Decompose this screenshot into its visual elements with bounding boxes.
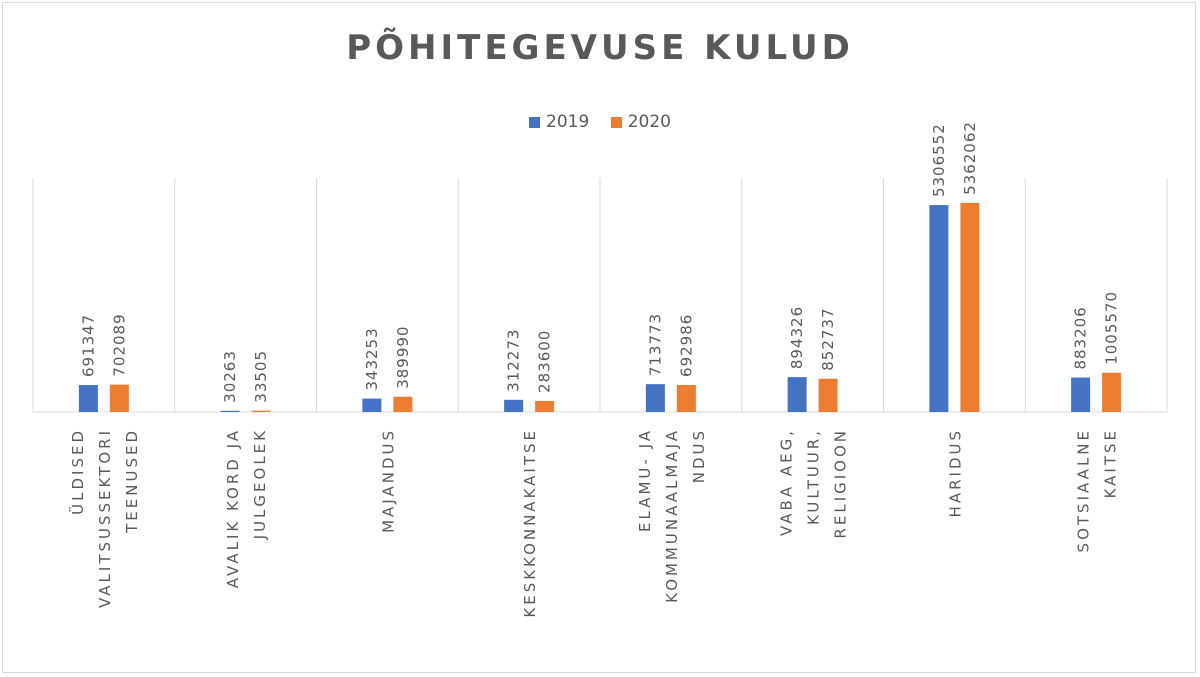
data-label-2019: 343253 — [363, 327, 381, 390]
category-label: AVALIK KORD JA — [224, 428, 242, 588]
data-label-2020: 389990 — [394, 326, 412, 389]
legend-item-2020: 2020 — [610, 112, 671, 132]
category-label: JULGEOLEK — [251, 428, 269, 540]
bar-2019 — [362, 398, 382, 412]
data-label-2019: 713773 — [646, 313, 664, 376]
legend-label-2019: 2019 — [546, 112, 590, 132]
bar-2019 — [645, 384, 665, 412]
bar-2020 — [251, 410, 271, 412]
data-label-2020: 1005570 — [1103, 291, 1121, 365]
legend-swatch-2020 — [610, 117, 622, 128]
bar-2020 — [1102, 372, 1122, 412]
legend: 2019 2020 — [0, 112, 1200, 132]
data-label-2020: 852737 — [819, 307, 837, 370]
data-label-2020: 33505 — [252, 350, 270, 403]
category-label: MAJANDUS — [379, 428, 397, 533]
bar-2019 — [220, 410, 240, 412]
bar-2020 — [109, 384, 129, 412]
data-label-2019: 691347 — [79, 314, 97, 377]
legend-swatch-2019 — [529, 117, 541, 128]
data-label-2019: 312273 — [505, 329, 523, 392]
category-label: ÜLDISED — [68, 428, 87, 515]
data-label-2020: 692986 — [677, 314, 695, 377]
category-label: KAITSE — [1102, 428, 1120, 498]
bar-2020 — [535, 400, 555, 412]
category-label: RELIGIOON — [832, 428, 850, 539]
data-label-2020: 702089 — [110, 313, 128, 376]
category-label: SOTSIAALNE — [1075, 428, 1093, 552]
legend-label-2020: 2020 — [627, 112, 671, 132]
category-label: TEENUSED — [123, 428, 141, 534]
category-label: KULTUUR, — [805, 428, 823, 525]
bar-2020 — [393, 396, 413, 412]
category-label: ELAMU- JA — [636, 428, 654, 532]
data-label-2020: 283600 — [536, 330, 554, 393]
data-label-2019: 30263 — [221, 350, 239, 403]
bar-2020 — [676, 384, 696, 412]
bar-2019 — [78, 385, 98, 412]
category-label: KESKKONNAKAITSE — [521, 428, 539, 618]
category-label: VABA AEG, — [778, 428, 796, 536]
bar-2020 — [818, 378, 838, 412]
category-label: VALITSUSSEKTORI — [96, 428, 114, 608]
category-label: HARIDUS — [946, 428, 964, 517]
data-label-2020: 5362062 — [961, 121, 979, 195]
category-label: NDUS — [690, 428, 708, 483]
bar-2019 — [929, 205, 949, 412]
bar-2019 — [1071, 377, 1091, 412]
bar-2019 — [504, 399, 524, 412]
data-label-2019: 883206 — [1072, 306, 1090, 369]
data-label-2019: 894326 — [788, 306, 806, 369]
chart-title: PÕHITEGEVUSE KULUD — [346, 28, 854, 68]
bar-2019 — [787, 377, 807, 412]
bar-2020 — [960, 202, 980, 412]
legend-item-2019: 2019 — [529, 112, 589, 132]
data-label-2019: 5306552 — [930, 123, 948, 197]
category-label: KOMMUNAALMAJA — [663, 428, 681, 603]
